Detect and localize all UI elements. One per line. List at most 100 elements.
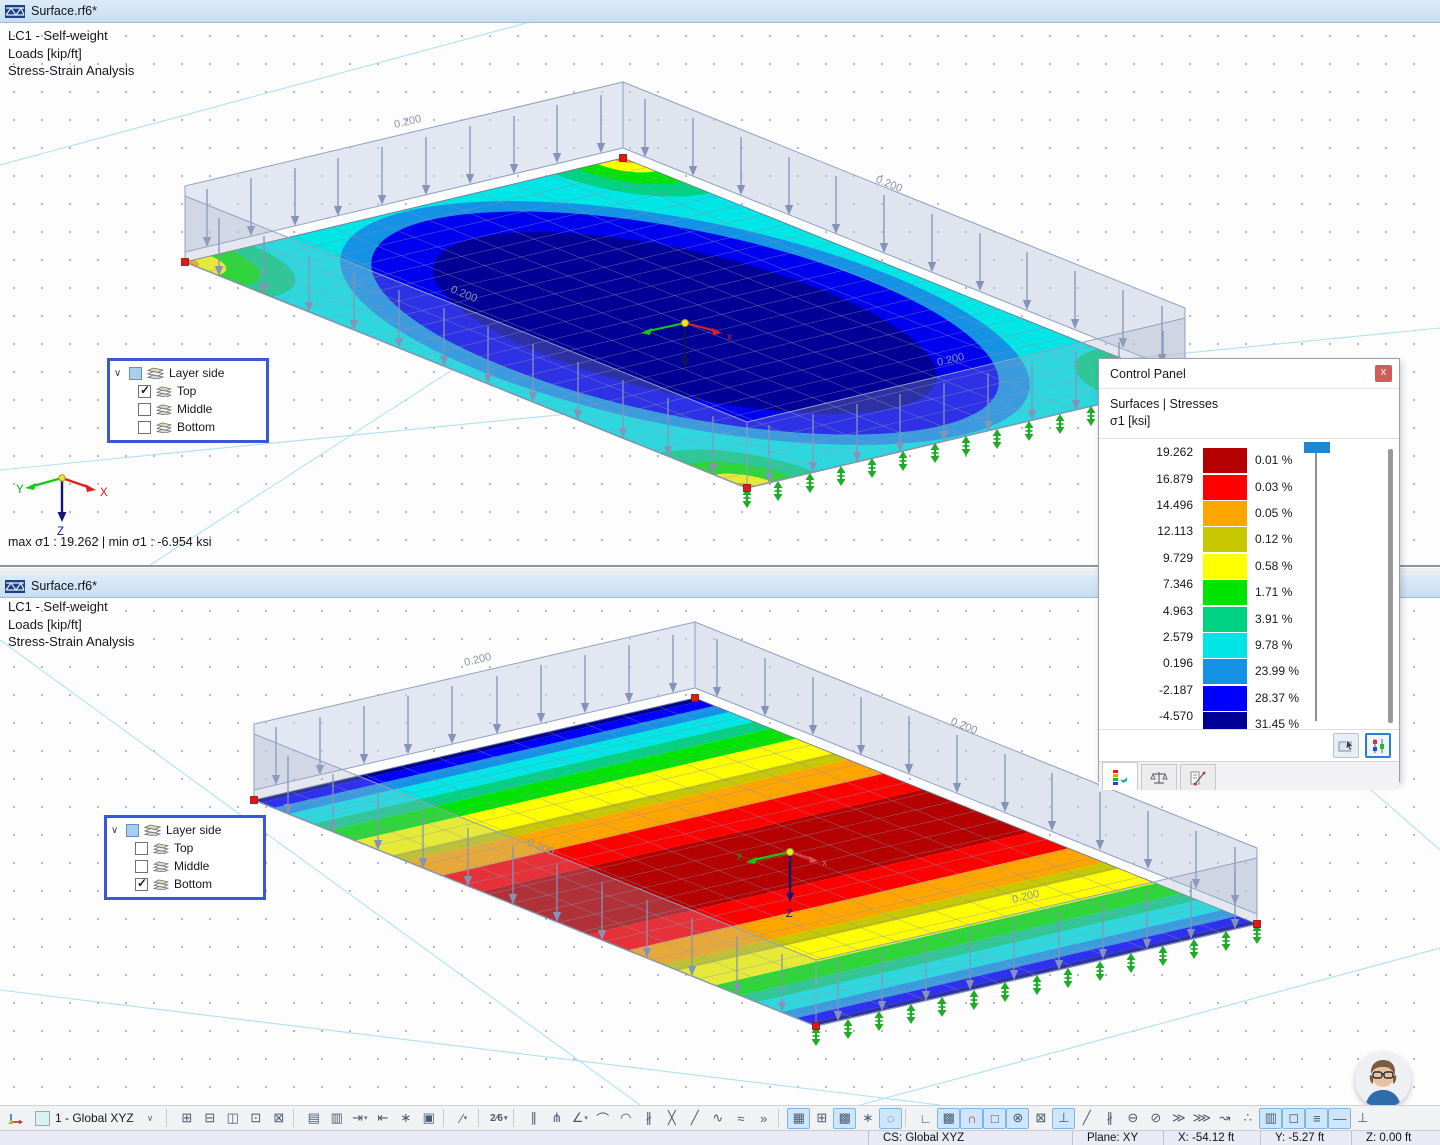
- toolbar-icon[interactable]: [905, 1109, 912, 1127]
- snap-parallel-icon[interactable]: ∦: [1106, 1110, 1114, 1125]
- layer-side-root[interactable]: ∨ Layer side: [114, 364, 262, 382]
- nurbs-icon[interactable]: ≈: [737, 1110, 745, 1126]
- intersection-line-icon[interactable]: ╳: [667, 1110, 676, 1125]
- display-properties-button[interactable]: [1333, 733, 1359, 758]
- dimension-offset-icon[interactable]: ⇤: [377, 1110, 389, 1125]
- snap-rectangle-icon[interactable]: □: [983, 1107, 1007, 1129]
- close-icon[interactable]: x: [1375, 365, 1392, 382]
- snap-tangent2-icon[interactable]: ⊘: [1150, 1110, 1162, 1125]
- ortho-snap-icon[interactable]: ⊥: [1052, 1107, 1076, 1129]
- layer-side-root[interactable]: ∨ Layer side: [111, 821, 259, 839]
- tab-factors[interactable]: [1141, 764, 1177, 790]
- guideline-display-icon[interactable]: ―: [1328, 1107, 1352, 1129]
- new-load-table-icon[interactable]: ▥: [330, 1110, 343, 1125]
- arc-3point-icon[interactable]: ◠: [620, 1110, 632, 1125]
- layer-side-option[interactable]: Bottom: [114, 418, 262, 436]
- measure-icon[interactable]: ∕: [452, 1108, 475, 1129]
- selection-visibility-icon[interactable]: ◌: [879, 1107, 903, 1129]
- zoom-window-icon[interactable]: ⊡: [250, 1110, 262, 1125]
- tab-color-scale[interactable]: [1102, 762, 1138, 790]
- layer-option-checkbox[interactable]: [135, 859, 148, 873]
- viewport-splitter[interactable]: [0, 565, 1440, 577]
- viewport-1-titlebar[interactable]: Surface.rf6*: [0, 0, 1440, 23]
- guidelines-icon[interactable]: ∗: [862, 1110, 874, 1125]
- svg-text:Y: Y: [16, 484, 24, 496]
- magnet-snap-icon[interactable]: ∩: [960, 1107, 984, 1129]
- snap-circle-icon[interactable]: ⊗: [1006, 1107, 1030, 1129]
- snap-line-icon[interactable]: ╱: [1082, 1110, 1091, 1125]
- toolbar-icon[interactable]: [443, 1109, 450, 1127]
- work-plane-icon[interactable]: ∟: [919, 1110, 933, 1126]
- scene-bottom-view[interactable]: 0.200 0.200: [0, 597, 1440, 1105]
- tab-result-diagrams[interactable]: [1180, 764, 1216, 790]
- legend-scrollbar[interactable]: [1388, 449, 1393, 723]
- analysis-type-label: Stress-Strain Analysis: [8, 634, 135, 649]
- layer-option-checkbox[interactable]: [135, 841, 148, 855]
- background-grid-icon[interactable]: ▥: [1259, 1107, 1283, 1129]
- grid-visibility-icon[interactable]: ▦: [787, 1107, 811, 1129]
- snap-grid-icon[interactable]: ▩: [937, 1107, 961, 1129]
- new-structure-table-icon[interactable]: ▤: [307, 1110, 320, 1125]
- generated-objects-icon[interactable]: ∗: [400, 1110, 412, 1125]
- coordinate-system-icon[interactable]: [4, 1108, 27, 1129]
- single-line-icon[interactable]: ╱: [690, 1110, 699, 1125]
- legend-value: 19.262: [1156, 445, 1193, 460]
- viewport-1-title: Surface.rf6*: [31, 4, 98, 18]
- layer-option-checkbox[interactable]: [135, 876, 148, 891]
- chevron-down-icon[interactable]: ∨: [111, 824, 119, 836]
- construction-stage-icon[interactable]: ▣: [422, 1110, 435, 1125]
- layer-side-checkbox[interactable]: [129, 366, 142, 380]
- legend-color-box: [1203, 684, 1247, 711]
- layer-side-option[interactable]: Middle: [114, 400, 262, 418]
- viewport-2-titlebar[interactable]: Surface.rf6*: [0, 575, 1440, 598]
- snap-tangent-icon[interactable]: ⊖: [1127, 1110, 1139, 1125]
- toolbar-icon[interactable]: [778, 1109, 785, 1127]
- cs-select-value: 1 - Global XYZ: [55, 1111, 134, 1125]
- legend-color-box: [1203, 711, 1247, 729]
- toolbar-icon[interactable]: [293, 1109, 300, 1127]
- snap-extension-icon[interactable]: ≫: [1171, 1110, 1186, 1125]
- layer-side-option[interactable]: Middle: [111, 857, 259, 875]
- toolbar-icon[interactable]: [513, 1109, 520, 1127]
- parallel-line-icon[interactable]: ∦: [645, 1110, 653, 1125]
- selection-window-icon[interactable]: ◻: [1282, 1107, 1306, 1129]
- snap-box-icon[interactable]: ⊠: [1035, 1110, 1047, 1125]
- control-panel-titlebar[interactable]: Control Panel x: [1099, 359, 1399, 389]
- arc-line-icon[interactable]: ⌒: [596, 1111, 610, 1127]
- layer-side-checkbox[interactable]: [126, 823, 139, 837]
- support-display-icon[interactable]: ⊥: [1357, 1110, 1369, 1125]
- color-scale-legend: 19.262 0.01 % 16.879 0.03 % 14.496 0.05 …: [1099, 439, 1399, 730]
- color-scale-options-button[interactable]: [1365, 733, 1391, 758]
- layer-side-option[interactable]: Top: [111, 839, 259, 857]
- view-render-icon[interactable]: ◫: [226, 1110, 239, 1125]
- status-x-coordinate: X: -54.12 ft: [1163, 1131, 1260, 1145]
- legend-slider-track: [1315, 453, 1317, 721]
- snap-bisector-icon[interactable]: ⋙: [1192, 1110, 1212, 1125]
- view-new-window-icon[interactable]: ⊞: [181, 1110, 193, 1125]
- layer-side-option[interactable]: Top: [114, 382, 262, 400]
- user-avatar[interactable]: [1355, 1052, 1411, 1108]
- grid-settings-icon[interactable]: ⊞: [816, 1110, 828, 1125]
- more-line-tools-icon[interactable]: »: [760, 1110, 768, 1126]
- point-grid-icon[interactable]: ▩: [833, 1107, 857, 1129]
- clipping-box-icon[interactable]: ⊠: [273, 1110, 285, 1125]
- chevron-down-icon[interactable]: ∨: [114, 367, 122, 379]
- coordinate-system-select[interactable]: 1 - Global XYZ ∨: [31, 1110, 157, 1127]
- layer-option-checkbox[interactable]: [138, 383, 151, 398]
- scene-top-view[interactable]: 0.200 0.200 0.: [0, 0, 1440, 565]
- insert-line-icon[interactable]: ⋔: [551, 1110, 563, 1125]
- dimension-icon[interactable]: ⇥: [348, 1108, 371, 1129]
- layer-option-checkbox[interactable]: [138, 420, 151, 434]
- layer-option-checkbox[interactable]: [138, 402, 151, 416]
- layers-display-icon[interactable]: ≡: [1305, 1107, 1329, 1129]
- toolbar-icon[interactable]: [478, 1109, 485, 1127]
- line-by-angle-icon[interactable]: ∠: [568, 1108, 591, 1129]
- view-section-icon[interactable]: ⊟: [204, 1110, 216, 1125]
- work-plane-selector-icon[interactable]: 2⁄6: [487, 1108, 510, 1129]
- insert-node-icon[interactable]: ∥: [530, 1110, 538, 1125]
- legend-slider-handle[interactable]: [1304, 442, 1330, 453]
- snap-intersection-icon[interactable]: ↝: [1219, 1110, 1231, 1125]
- layer-side-option[interactable]: Bottom: [111, 875, 259, 893]
- spline-icon[interactable]: ∿: [712, 1110, 724, 1125]
- snap-points-icon[interactable]: ∴: [1243, 1110, 1252, 1125]
